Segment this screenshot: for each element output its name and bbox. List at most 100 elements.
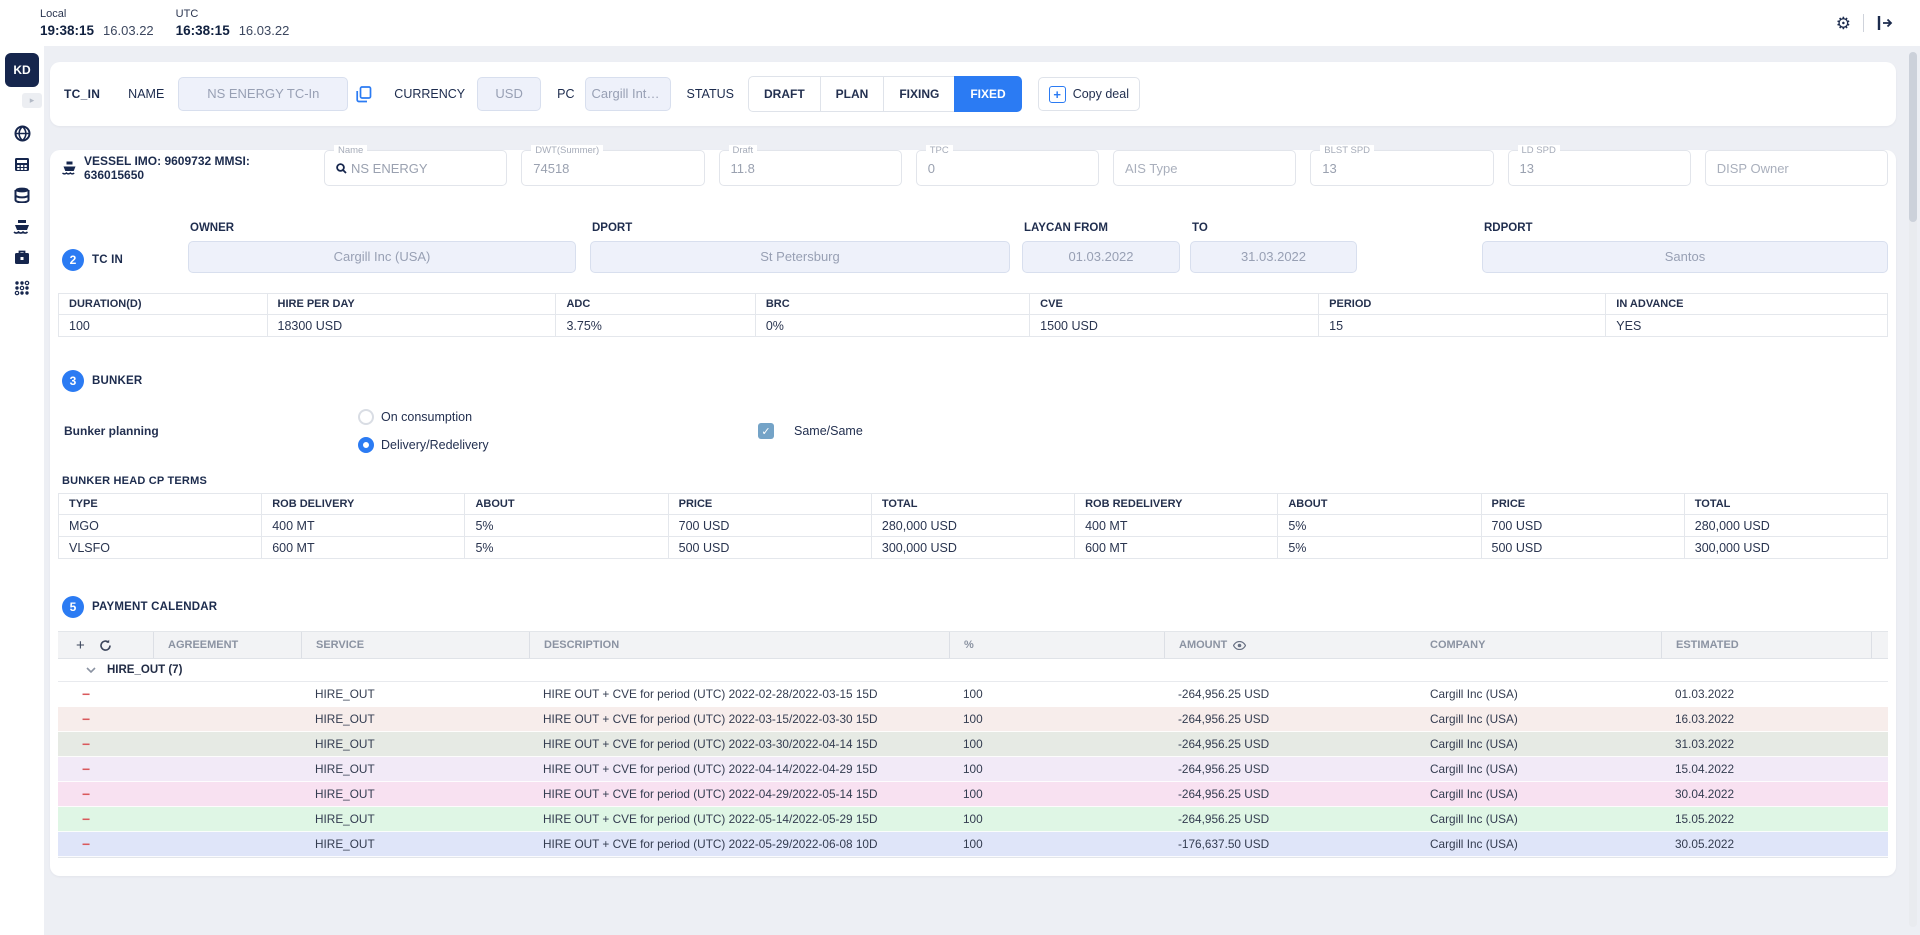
currency-label: CURRENCY bbox=[394, 87, 465, 101]
row-description: HIRE OUT + CVE for period (UTC) 2022-05-… bbox=[529, 812, 949, 826]
payment-group-row[interactable]: HIRE_OUT (7) bbox=[58, 659, 1888, 682]
page-scrollbar[interactable] bbox=[1909, 52, 1917, 927]
scrollbar-thumb[interactable] bbox=[1909, 52, 1917, 222]
rdport-group: RDPORT Santos bbox=[1482, 222, 1888, 273]
status-segmented-control: DRAFT PLAN FIXING FIXED bbox=[748, 76, 1022, 112]
remove-row-button[interactable]: − bbox=[58, 737, 153, 751]
mgo-total-1: 280,000 USD bbox=[871, 515, 1074, 537]
payment-table-header: + AGREEMENT SERVICE DESCRIPTION % AMOUNT bbox=[58, 632, 1888, 659]
deal-header-card: TC_IN NAME NS ENERGY TC-In CURRENCY USD … bbox=[50, 62, 1896, 126]
bunker-cp-terms-table: TYPE ROB DELIVERY ABOUT PRICE TOTAL ROB … bbox=[58, 493, 1888, 559]
vessel-ais-type-field[interactable]: AIS Type bbox=[1113, 150, 1296, 186]
vessel-blst-spd-field[interactable]: BLST SPD 13 bbox=[1310, 150, 1493, 186]
status-option-fixing[interactable]: FIXING bbox=[883, 76, 955, 112]
remove-row-button[interactable]: − bbox=[58, 812, 153, 826]
status-option-fixed[interactable]: FIXED bbox=[954, 76, 1021, 112]
col-header-service: SERVICE bbox=[301, 632, 529, 658]
sidebar: KD ▸ bbox=[0, 46, 44, 935]
vessel-disp-owner-field[interactable]: DISP Owner bbox=[1705, 150, 1888, 186]
vessel-dwt-field[interactable]: DWT(Summer) 74518 bbox=[521, 150, 704, 186]
vlsfo-about-1: 5% bbox=[465, 537, 668, 559]
remove-row-button[interactable]: − bbox=[58, 712, 153, 726]
row-company: Cargill Inc (USA) bbox=[1416, 787, 1661, 801]
vessel-ld-spd-field[interactable]: LD SPD 13 bbox=[1508, 150, 1691, 186]
vlsfo-about-2: 5% bbox=[1278, 537, 1481, 559]
row-service: HIRE_OUT bbox=[301, 762, 529, 776]
status-option-draft[interactable]: DRAFT bbox=[748, 76, 821, 112]
row-service: HIRE_OUT bbox=[301, 837, 529, 851]
owner-input[interactable]: Cargill Inc (USA) bbox=[188, 241, 576, 273]
chevron-down-icon[interactable] bbox=[86, 667, 96, 673]
laycan-from-input[interactable]: 01.03.2022 bbox=[1022, 241, 1180, 273]
vessel-row: VESSEL IMO: 9609732 MMSI: 636015650 Name… bbox=[58, 150, 1888, 186]
vlsfo-price-1: 500 USD bbox=[668, 537, 871, 559]
copy-deal-button[interactable]: + Copy deal bbox=[1038, 77, 1140, 111]
deal-name-input[interactable]: NS ENERGY TC-In bbox=[178, 77, 348, 111]
tc-in-badge: 2 TC IN bbox=[58, 249, 188, 271]
radio-delivery-redelivery-dot[interactable] bbox=[358, 437, 374, 453]
row-company: Cargill Inc (USA) bbox=[1416, 712, 1661, 726]
status-option-plan[interactable]: PLAN bbox=[820, 76, 885, 112]
same-same-checkbox[interactable]: ✓ bbox=[758, 423, 774, 439]
apps-grid-icon[interactable] bbox=[12, 279, 32, 297]
calculator-icon[interactable] bbox=[12, 155, 32, 173]
remove-row-button[interactable]: − bbox=[58, 762, 153, 776]
vessel-draft-field[interactable]: Draft 11.8 bbox=[719, 150, 902, 186]
mgo-price-2: 700 USD bbox=[1481, 515, 1684, 537]
globe-icon[interactable] bbox=[12, 124, 32, 142]
utc-date: 16.03.22 bbox=[239, 23, 290, 38]
col-header-amount: AMOUNT bbox=[1164, 632, 1416, 658]
copy-name-icon[interactable] bbox=[356, 86, 372, 103]
settings-gear-icon[interactable]: ⚙ bbox=[1836, 15, 1851, 32]
radio-on-consumption-dot[interactable] bbox=[358, 409, 374, 425]
bunker-row-vlsfo: VLSFO 600 MT 5% 500 USD 300,000 USD 600 … bbox=[59, 537, 1888, 559]
payment-table: + AGREEMENT SERVICE DESCRIPTION % AMOUNT bbox=[58, 631, 1888, 858]
row-amount: -264,956.25 USD bbox=[1164, 812, 1416, 826]
terms-values-row: 100 18300 USD 3.75% 0% 1500 USD 15 YES bbox=[59, 315, 1888, 337]
payment-row: − HIRE_OUT HIRE OUT + CVE for period (UT… bbox=[58, 757, 1888, 782]
mgo-about-2: 5% bbox=[1278, 515, 1481, 537]
ship-icon bbox=[62, 161, 77, 175]
rdport-input[interactable]: Santos bbox=[1482, 241, 1888, 273]
vessel-icon[interactable] bbox=[12, 217, 32, 235]
vessel-dwt-field-label: DWT(Summer) bbox=[531, 145, 603, 156]
sidebar-collapse-handle[interactable]: ▸ bbox=[22, 93, 42, 108]
eye-icon[interactable] bbox=[1233, 641, 1246, 650]
dport-label: DPORT bbox=[592, 222, 1010, 234]
terms-brc-value: 0% bbox=[755, 315, 1029, 337]
vlsfo-total-1: 300,000 USD bbox=[871, 537, 1074, 559]
radio-on-consumption[interactable]: On consumption bbox=[358, 409, 758, 425]
laycan-to-input[interactable]: 31.03.2022 bbox=[1190, 241, 1357, 273]
add-payment-icon[interactable]: + bbox=[76, 638, 85, 653]
row-percent: 100 bbox=[949, 712, 1164, 726]
logout-icon[interactable] bbox=[1876, 15, 1894, 31]
avatar[interactable]: KD bbox=[5, 53, 39, 87]
vessel-name-field[interactable]: Name NS ENERGY bbox=[324, 150, 507, 186]
terms-hire-value: 18300 USD bbox=[267, 315, 556, 337]
remove-row-button[interactable]: − bbox=[58, 787, 153, 801]
mgo-type: MGO bbox=[59, 515, 262, 537]
bunker-section-title: BUNKER bbox=[92, 375, 142, 387]
payment-calendar-header: 5 PAYMENT CALENDAR bbox=[58, 596, 1888, 618]
radio-delivery-redelivery[interactable]: Delivery/Redelivery bbox=[358, 437, 758, 453]
remove-row-button[interactable]: − bbox=[58, 837, 153, 851]
rdport-label: RDPORT bbox=[1484, 222, 1888, 234]
col-header-description: DESCRIPTION bbox=[529, 632, 949, 658]
row-estimated: 16.03.2022 bbox=[1661, 712, 1871, 726]
bunker-header-rob-delivery: ROB DELIVERY bbox=[262, 494, 465, 515]
refresh-icon[interactable] bbox=[99, 639, 112, 652]
terms-adc-value: 3.75% bbox=[556, 315, 755, 337]
vessel-tpc-field[interactable]: TPC 0 bbox=[916, 150, 1099, 186]
main-card: VESSEL IMO: 9609732 MMSI: 636015650 Name… bbox=[50, 150, 1896, 876]
currency-input[interactable]: USD bbox=[477, 77, 541, 111]
search-icon bbox=[336, 163, 347, 174]
pc-input[interactable]: Cargill Inte... bbox=[585, 77, 671, 111]
vessel-blst-spd-value: 13 bbox=[1311, 151, 1492, 185]
database-icon[interactable] bbox=[12, 186, 32, 204]
briefcase-icon[interactable] bbox=[12, 248, 32, 266]
row-description: HIRE OUT + CVE for period (UTC) 2022-04-… bbox=[529, 787, 949, 801]
same-same-checkbox-group[interactable]: ✓ Same/Same bbox=[758, 423, 863, 439]
dport-group: DPORT St Petersburg bbox=[590, 222, 1010, 273]
dport-input[interactable]: St Petersburg bbox=[590, 241, 1010, 273]
remove-row-button[interactable]: − bbox=[58, 687, 153, 701]
